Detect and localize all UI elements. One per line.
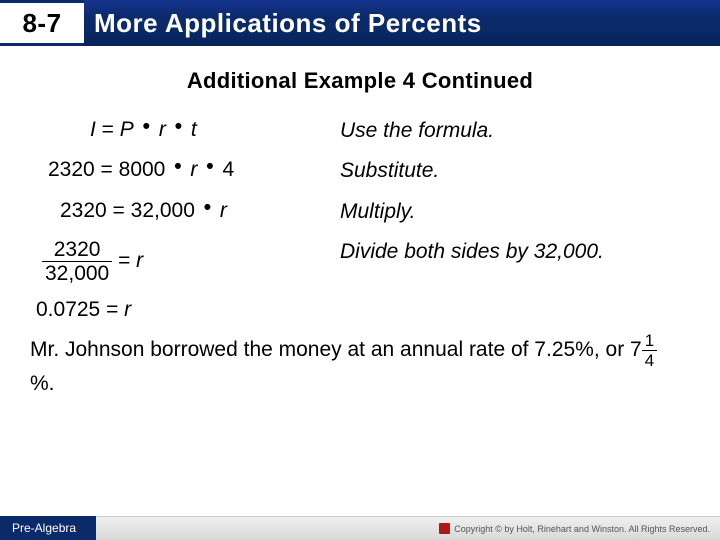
publisher-logo: Copyright © by Holt, Rinehart and Winsto… xyxy=(439,523,710,534)
logo-square-icon xyxy=(439,523,450,534)
header-bar: 8-7 More Applications of Percents xyxy=(0,0,720,46)
example-subheading: Additional Example 4 Continued xyxy=(30,68,690,94)
step-explanation: Substitute. xyxy=(330,158,690,184)
copyright-area: Copyright © by Holt, Rinehart and Winsto… xyxy=(96,516,720,540)
step-explanation: Divide both sides by 32,000. xyxy=(330,239,690,265)
work-step: 2320 = 32,000 • rMultiply. xyxy=(30,199,690,225)
step-equation: 2320 = 8000 • r • 4 xyxy=(30,158,330,182)
summary-text: Mr. Johnson borrowed the money at an ann… xyxy=(30,332,690,399)
work-step: 2320 32,000 = rDivide both sides by 32,0… xyxy=(30,239,690,284)
step-equation: I = P • r • t xyxy=(30,118,330,142)
step-equation: 2320 32,000 = r xyxy=(30,239,330,284)
course-label: Pre-Algebra xyxy=(0,516,96,540)
answer-line: 0.0725 = r xyxy=(36,298,690,322)
footer-bar: Pre-Algebra Copyright © by Holt, Rinehar… xyxy=(0,516,720,540)
copyright-text: Copyright © by Holt, Rinehart and Winsto… xyxy=(454,524,710,534)
work-step: I = P • r • tUse the formula. xyxy=(30,118,690,144)
step-explanation: Use the formula. xyxy=(330,118,690,144)
work-step: 2320 = 8000 • r • 4Substitute. xyxy=(30,158,690,184)
worked-steps: I = P • r • tUse the formula.2320 = 8000… xyxy=(30,118,690,284)
step-equation: 2320 = 32,000 • r xyxy=(30,199,330,223)
lesson-number-badge: 8-7 xyxy=(0,0,84,46)
lesson-title: More Applications of Percents xyxy=(84,0,720,46)
step-explanation: Multiply. xyxy=(330,199,690,225)
slide-content: Additional Example 4 Continued I = P • r… xyxy=(0,46,720,399)
